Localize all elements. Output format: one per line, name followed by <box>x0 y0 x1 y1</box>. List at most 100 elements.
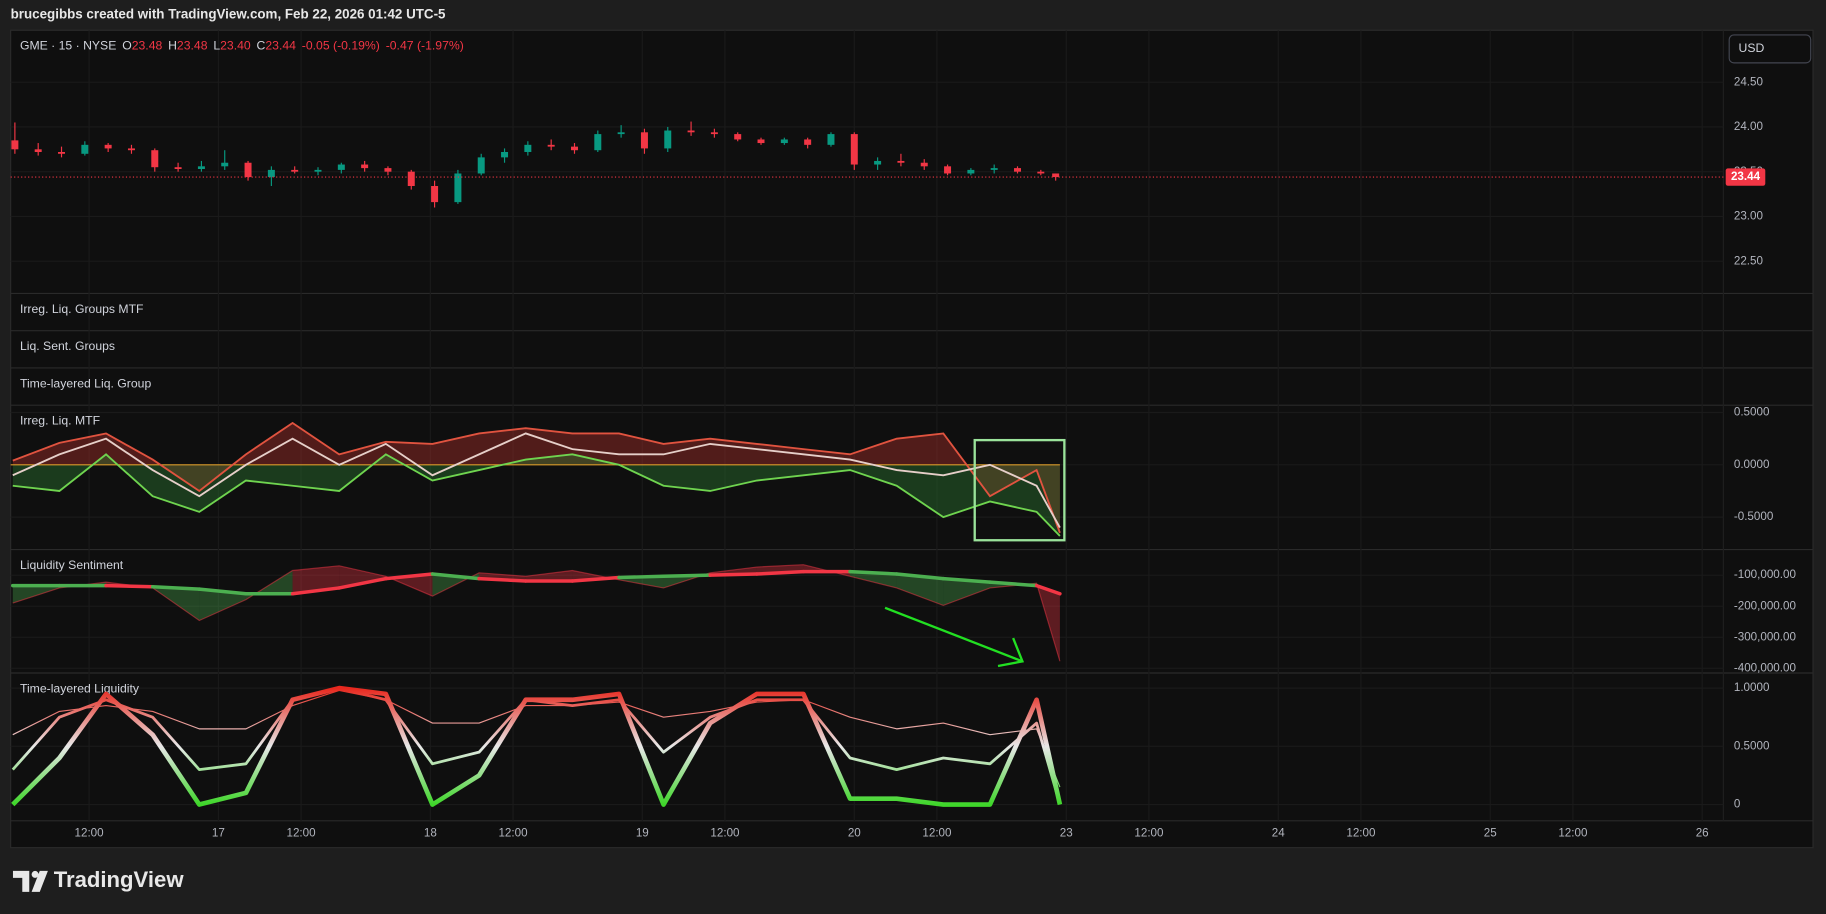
candle-body <box>501 151 509 158</box>
x-tick-label: 23 <box>1060 827 1073 840</box>
slow-line-segment <box>848 569 899 576</box>
x-tick-label: 12:00 <box>1134 827 1164 840</box>
pane-title: Liq. Sent. Groups <box>20 339 115 353</box>
logo-mark <box>12 870 30 892</box>
chart-area <box>10 29 1814 849</box>
candle-body <box>640 132 648 149</box>
y-tick-label: 22.50 <box>1734 254 1764 267</box>
pane-title: Time-layered Liq. Group <box>20 376 151 390</box>
x-tick-label: 12:00 <box>1346 827 1376 840</box>
candle-body <box>1014 168 1022 172</box>
pane-legend: GME · 15 · NYSE O23.48 H23.48 L23.40 C23.44-… <box>20 39 464 53</box>
candle-body <box>570 146 578 151</box>
change-label: -0.47 (-1.97%) <box>386 39 464 53</box>
x-tick-label: 12:00 <box>75 827 105 840</box>
slow-line-segment <box>477 576 528 583</box>
area-fill <box>12 454 1060 536</box>
candle-body <box>407 171 415 187</box>
pane-title: Time-layered Liquidity <box>20 682 140 696</box>
slow-line-segment <box>617 574 666 580</box>
legend-value: 23.40 <box>220 39 251 53</box>
candle-body <box>1052 173 1060 178</box>
x-tick-label: 24 <box>1272 827 1285 840</box>
legend-key: C <box>257 39 266 53</box>
band-fill <box>339 565 386 588</box>
candle-body <box>58 151 66 154</box>
x-tick-label: 12:00 <box>1558 827 1588 840</box>
y-tick-label: 1.0000 <box>1734 681 1770 694</box>
series-line <box>12 432 1061 529</box>
pane-title: Irreg. Liq. Groups MTF <box>20 302 144 316</box>
y-tick-label: 0.5000 <box>1734 739 1770 752</box>
arrow-head <box>997 637 1025 668</box>
candle-body <box>920 162 928 167</box>
candle-body <box>757 139 765 144</box>
candle-body <box>104 144 112 149</box>
candle-body <box>454 173 462 203</box>
legend-key: H <box>168 39 177 53</box>
x-tick-label: 12:00 <box>498 827 528 840</box>
candle-body <box>314 169 322 172</box>
last-price-label: 23.44 <box>1731 170 1761 183</box>
slow-line-segment <box>570 575 621 583</box>
pane-title: Liquidity Sentiment <box>20 558 124 572</box>
band-fill <box>850 571 897 588</box>
candle-body <box>804 139 812 145</box>
band-fill <box>525 570 573 581</box>
footer-logo: TradingView <box>12 867 185 892</box>
band-fill <box>292 565 340 594</box>
slow-line-segment <box>661 573 712 579</box>
band-fill <box>896 574 944 606</box>
logo-dot <box>31 870 39 878</box>
slow-line-segment <box>290 586 341 596</box>
band-fill <box>619 576 664 588</box>
y-tick-label: -0.5000 <box>1734 510 1774 523</box>
candle-body <box>127 148 135 151</box>
candle-body <box>897 160 905 163</box>
y-tick-label: -100,000.00 <box>1734 568 1797 581</box>
candle-body <box>827 134 835 145</box>
candle-body <box>874 160 882 165</box>
slow-line-segment <box>708 572 759 577</box>
brand: TradingView <box>54 867 185 892</box>
currency-button[interactable] <box>1728 34 1812 64</box>
legend-key: L <box>213 39 220 53</box>
area-fill <box>12 422 1060 533</box>
series-line <box>12 453 1061 537</box>
y-tick-label: 0.0000 <box>1734 458 1770 471</box>
slow-line-segment <box>197 587 248 596</box>
candle-body <box>244 162 252 178</box>
slow-line-segment <box>941 576 992 584</box>
candle-body <box>734 134 742 140</box>
candle-body <box>547 144 555 147</box>
candle-body <box>431 186 439 203</box>
y-tick-label: 24.50 <box>1734 75 1764 88</box>
candle-body <box>197 166 205 170</box>
currency-label[interactable]: USD <box>1739 41 1765 55</box>
y-tick-label: 0.5000 <box>1734 406 1770 419</box>
x-tick-label: 20 <box>848 827 861 840</box>
candle-body <box>34 149 42 152</box>
candle-body <box>1037 171 1045 174</box>
candle-body <box>664 130 672 149</box>
band-fill <box>432 572 480 597</box>
slow-line-segment <box>150 585 202 591</box>
candle-body <box>944 166 952 174</box>
y-tick-label: 0 <box>1734 798 1741 811</box>
logo-slash <box>31 870 48 892</box>
candle-body <box>780 139 788 144</box>
slow-line-segment <box>755 569 806 576</box>
y-tick-label: -300,000.00 <box>1734 630 1797 643</box>
candle-body <box>81 144 89 154</box>
slow-line-segment <box>384 572 435 581</box>
candle-body <box>850 134 858 165</box>
slow-line-segment <box>1034 583 1062 596</box>
chart-layer: 12:00 17 12:00 18 12:00 19 12:00 20 12:00 23 12:00… <box>10 30 1814 840</box>
candle-body <box>11 140 19 150</box>
highlight-box <box>973 438 1066 542</box>
x-tick-label: 12:00 <box>922 827 952 840</box>
x-tick-label: 17 <box>212 827 225 840</box>
candle-body <box>384 168 392 172</box>
y-tick-label: -400,000.00 <box>1734 661 1797 674</box>
